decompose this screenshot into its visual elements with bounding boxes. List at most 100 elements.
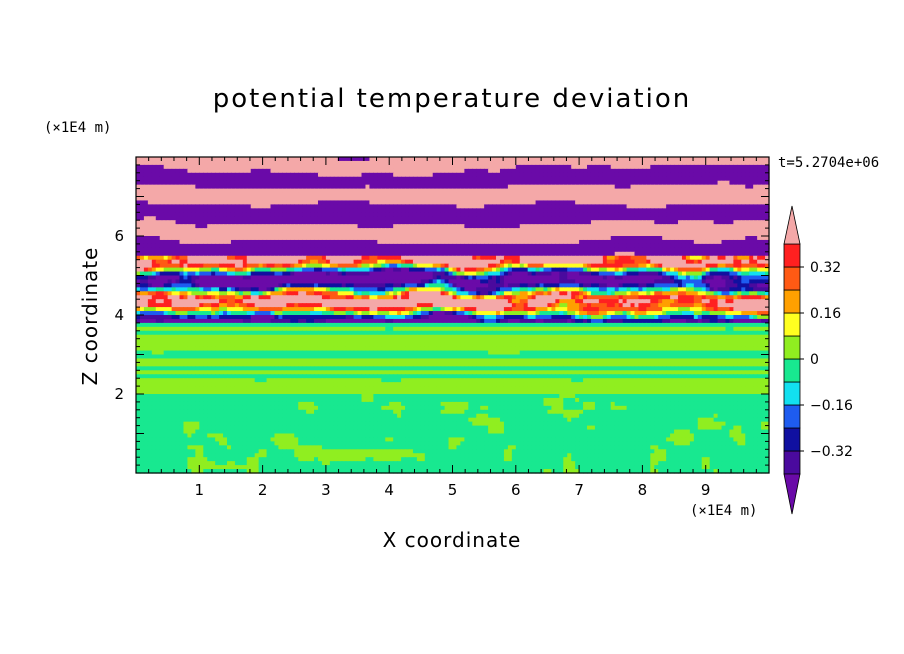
heatmap-cell [258, 243, 264, 249]
heatmap-cell [535, 271, 541, 277]
heatmap-cell [294, 243, 299, 249]
heatmap-cell [630, 263, 636, 269]
heatmap-cell [294, 236, 299, 241]
heatmap-cell [511, 184, 517, 190]
heatmap-cell [183, 228, 189, 233]
heatmap-cell [527, 224, 533, 229]
heatmap-cell [325, 196, 331, 202]
heatmap-cell [436, 172, 442, 178]
heatmap-cell [401, 192, 406, 198]
heatmap-cell [143, 172, 149, 178]
heatmap-cell [333, 180, 339, 186]
heatmap-cell [638, 188, 643, 194]
heatmap-cell [203, 164, 208, 170]
heatmap-cell [234, 247, 240, 253]
heatmap-cell [634, 200, 640, 205]
heatmap-cell [163, 251, 169, 257]
heatmap-cell [705, 224, 711, 229]
heatmap-cell [405, 188, 410, 194]
heatmap-cell [393, 239, 398, 245]
heatmap-cell [310, 192, 315, 198]
heatmap-cell [325, 271, 331, 277]
heatmap-cell [650, 236, 655, 241]
heatmap-cell [492, 251, 497, 257]
heatmap-cell [310, 200, 315, 205]
heatmap-cell [294, 164, 299, 170]
heatmap-cell [294, 212, 299, 217]
heatmap-cell [262, 220, 268, 225]
heatmap-cell [377, 204, 382, 209]
heatmap-cell [713, 259, 719, 265]
heatmap-cell [219, 255, 224, 261]
heatmap-cell [484, 267, 489, 273]
heatmap-cell [424, 247, 430, 253]
heatmap-cell [480, 188, 485, 194]
heatmap-cell [420, 157, 426, 162]
heatmap-cell [171, 251, 177, 257]
heatmap-cell [175, 192, 181, 198]
heatmap-cell [737, 232, 742, 237]
heatmap-cell [527, 228, 533, 233]
heatmap-cell [515, 192, 521, 198]
heatmap-cell [357, 220, 363, 225]
heatmap-cell [262, 259, 268, 265]
heatmap-cell [230, 180, 236, 186]
heatmap-cell [757, 236, 762, 241]
heatmap-cell [685, 196, 691, 202]
heatmap-cell [448, 263, 454, 269]
heatmap-cell [650, 271, 655, 277]
heatmap-cell [337, 208, 343, 213]
heatmap-cell [444, 271, 450, 277]
heatmap-cell [250, 176, 256, 182]
heatmap-cell [163, 275, 169, 281]
heatmap-cell [464, 224, 469, 229]
heatmap-cell [377, 275, 382, 281]
heatmap-cell [765, 220, 770, 225]
heatmap-cell [452, 196, 458, 202]
heatmap-cell [499, 267, 505, 273]
heatmap-cell [460, 176, 465, 182]
heatmap-cell [258, 251, 264, 257]
heatmap-cell [464, 204, 469, 209]
heatmap-cell [749, 224, 754, 229]
heatmap-cell [614, 271, 620, 277]
heatmap-cell [226, 232, 232, 237]
heatmap-cell [159, 275, 165, 281]
heatmap-cell [737, 176, 742, 182]
heatmap-cell [207, 275, 212, 281]
heatmap-cell [147, 251, 153, 257]
heatmap-cell [555, 212, 560, 217]
heatmap-cell [167, 172, 173, 178]
heatmap-cell [555, 236, 560, 241]
heatmap-cell [191, 220, 196, 225]
heatmap-cell [539, 247, 545, 253]
heatmap-cell [179, 255, 185, 261]
heatmap-cell [733, 263, 738, 269]
heatmap-cell [215, 164, 220, 170]
heatmap-cell [658, 208, 663, 213]
heatmap-cell [626, 184, 632, 190]
heatmap-cell [325, 200, 331, 205]
heatmap-cell [219, 247, 224, 253]
heatmap-cell [666, 204, 671, 209]
heatmap-cell [511, 232, 517, 237]
heatmap-cell [155, 263, 161, 269]
heatmap-cell [503, 220, 509, 225]
heatmap-cell [147, 188, 153, 194]
heatmap-cell [286, 216, 291, 221]
heatmap-cell [187, 255, 192, 261]
heatmap-cell [579, 196, 584, 202]
heatmap-cell [717, 157, 723, 162]
heatmap-cell [630, 184, 636, 190]
heatmap-cell [666, 259, 671, 265]
heatmap-cell [602, 232, 608, 237]
heatmap-cell [725, 271, 731, 277]
heatmap-cell [179, 267, 185, 273]
heatmap-cell [294, 255, 299, 261]
heatmap-cell [199, 216, 204, 221]
heatmap-cell [211, 247, 216, 253]
heatmap-cell [345, 271, 351, 277]
heatmap-cell [381, 157, 386, 162]
heatmap-cell [199, 279, 204, 284]
heatmap-cell [416, 255, 422, 261]
